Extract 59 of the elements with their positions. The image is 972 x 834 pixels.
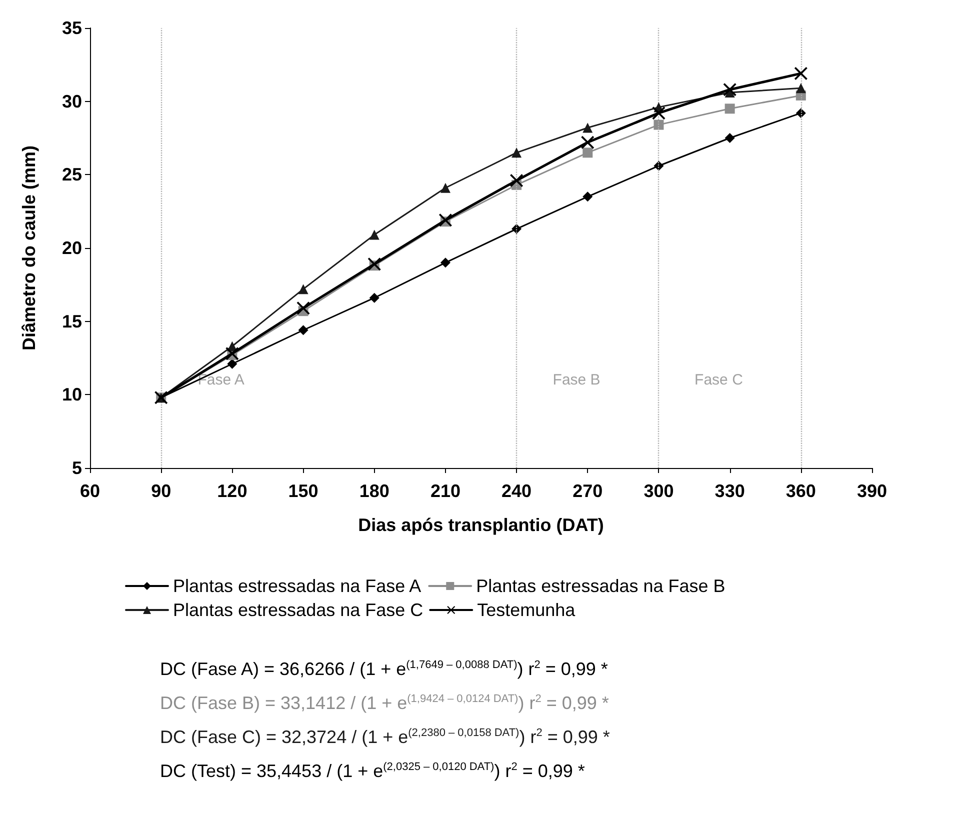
point — [796, 83, 806, 94]
ref-line-label: Fase B — [552, 372, 600, 388]
point — [512, 148, 522, 158]
point — [512, 224, 522, 234]
y-tick-label: 5 — [72, 458, 82, 478]
point — [368, 258, 381, 271]
point — [582, 148, 593, 158]
text: DC (Fase C) = 32,3724 / (1 + e$^{(2,2380 – 0,0158 DAT)}$) r$^{2}$ = 0,99 * — [160, 726, 611, 749]
text: DC (Fase B) = 33,1412 / (1 + e$^{(1,9424 – 0,0124 DAT)}$) r$^{2}$ = 0,99 * — [160, 692, 610, 715]
x-tick-label: 210 — [430, 481, 460, 501]
point — [794, 66, 808, 80]
point — [796, 108, 806, 118]
point — [369, 292, 380, 303]
ref-line-label: Fase C — [694, 372, 744, 388]
x-axis-title: Dias após transplantio (DAT) — [358, 515, 604, 535]
point — [724, 104, 735, 114]
point — [582, 192, 593, 202]
x-tick-label: 270 — [572, 481, 603, 501]
legend-label: Plantas estressadas na Fase B — [476, 576, 726, 596]
legend-label: Plantas estressadas na Fase C — [173, 600, 424, 620]
point — [226, 347, 239, 360]
y-tick-label: 35 — [62, 18, 82, 38]
x-tick-label: 180 — [359, 481, 390, 501]
text: DC (Fase A) = 36,6266 / (1 + e$^{(1,7649 – 0,0088 DAT)}$) r$^{2}$ = 0,99 * — [160, 658, 609, 681]
legend-label: Plantas estressadas na Fase A — [173, 576, 422, 596]
point — [369, 230, 380, 240]
legend-label: Testemunha — [477, 600, 576, 620]
x-tick-label: 60 — [80, 481, 100, 501]
point — [298, 325, 308, 336]
x-tick-label: 120 — [217, 481, 248, 501]
x-tick-label: 300 — [644, 481, 674, 501]
x-tick-label: 90 — [151, 481, 172, 501]
y-tick-label: 25 — [62, 164, 82, 185]
point — [440, 258, 450, 268]
point — [582, 122, 593, 133]
text: DC (Test) = 35,4453 / (1 + e$^{(2,0325 – 0,0120 DAT)}$) r$^{2}$ = 0,99 * — [160, 760, 586, 783]
x-tick-label: 330 — [714, 481, 745, 501]
point — [724, 133, 735, 143]
point — [438, 214, 452, 227]
x-tick-label: 390 — [856, 481, 888, 501]
y-tick-label: 15 — [62, 311, 82, 332]
point — [652, 106, 666, 120]
point — [654, 160, 664, 171]
point — [510, 174, 524, 188]
y-axis-title: Diâmetro do caule (mm) — [19, 145, 39, 351]
y-tick-label: 20 — [62, 238, 82, 258]
y-tick-label: 10 — [62, 384, 82, 405]
point — [654, 120, 664, 130]
x-tick-label: 240 — [502, 481, 532, 501]
point — [581, 136, 594, 149]
x-tick-label: 360 — [786, 481, 816, 501]
ref-line-label: Fase A — [198, 372, 244, 388]
point — [227, 358, 238, 369]
y-tick-label: 30 — [62, 91, 82, 112]
x-tick-label: 150 — [288, 481, 318, 501]
point — [298, 284, 308, 294]
point — [440, 182, 450, 193]
point — [723, 83, 736, 96]
point — [296, 302, 310, 315]
